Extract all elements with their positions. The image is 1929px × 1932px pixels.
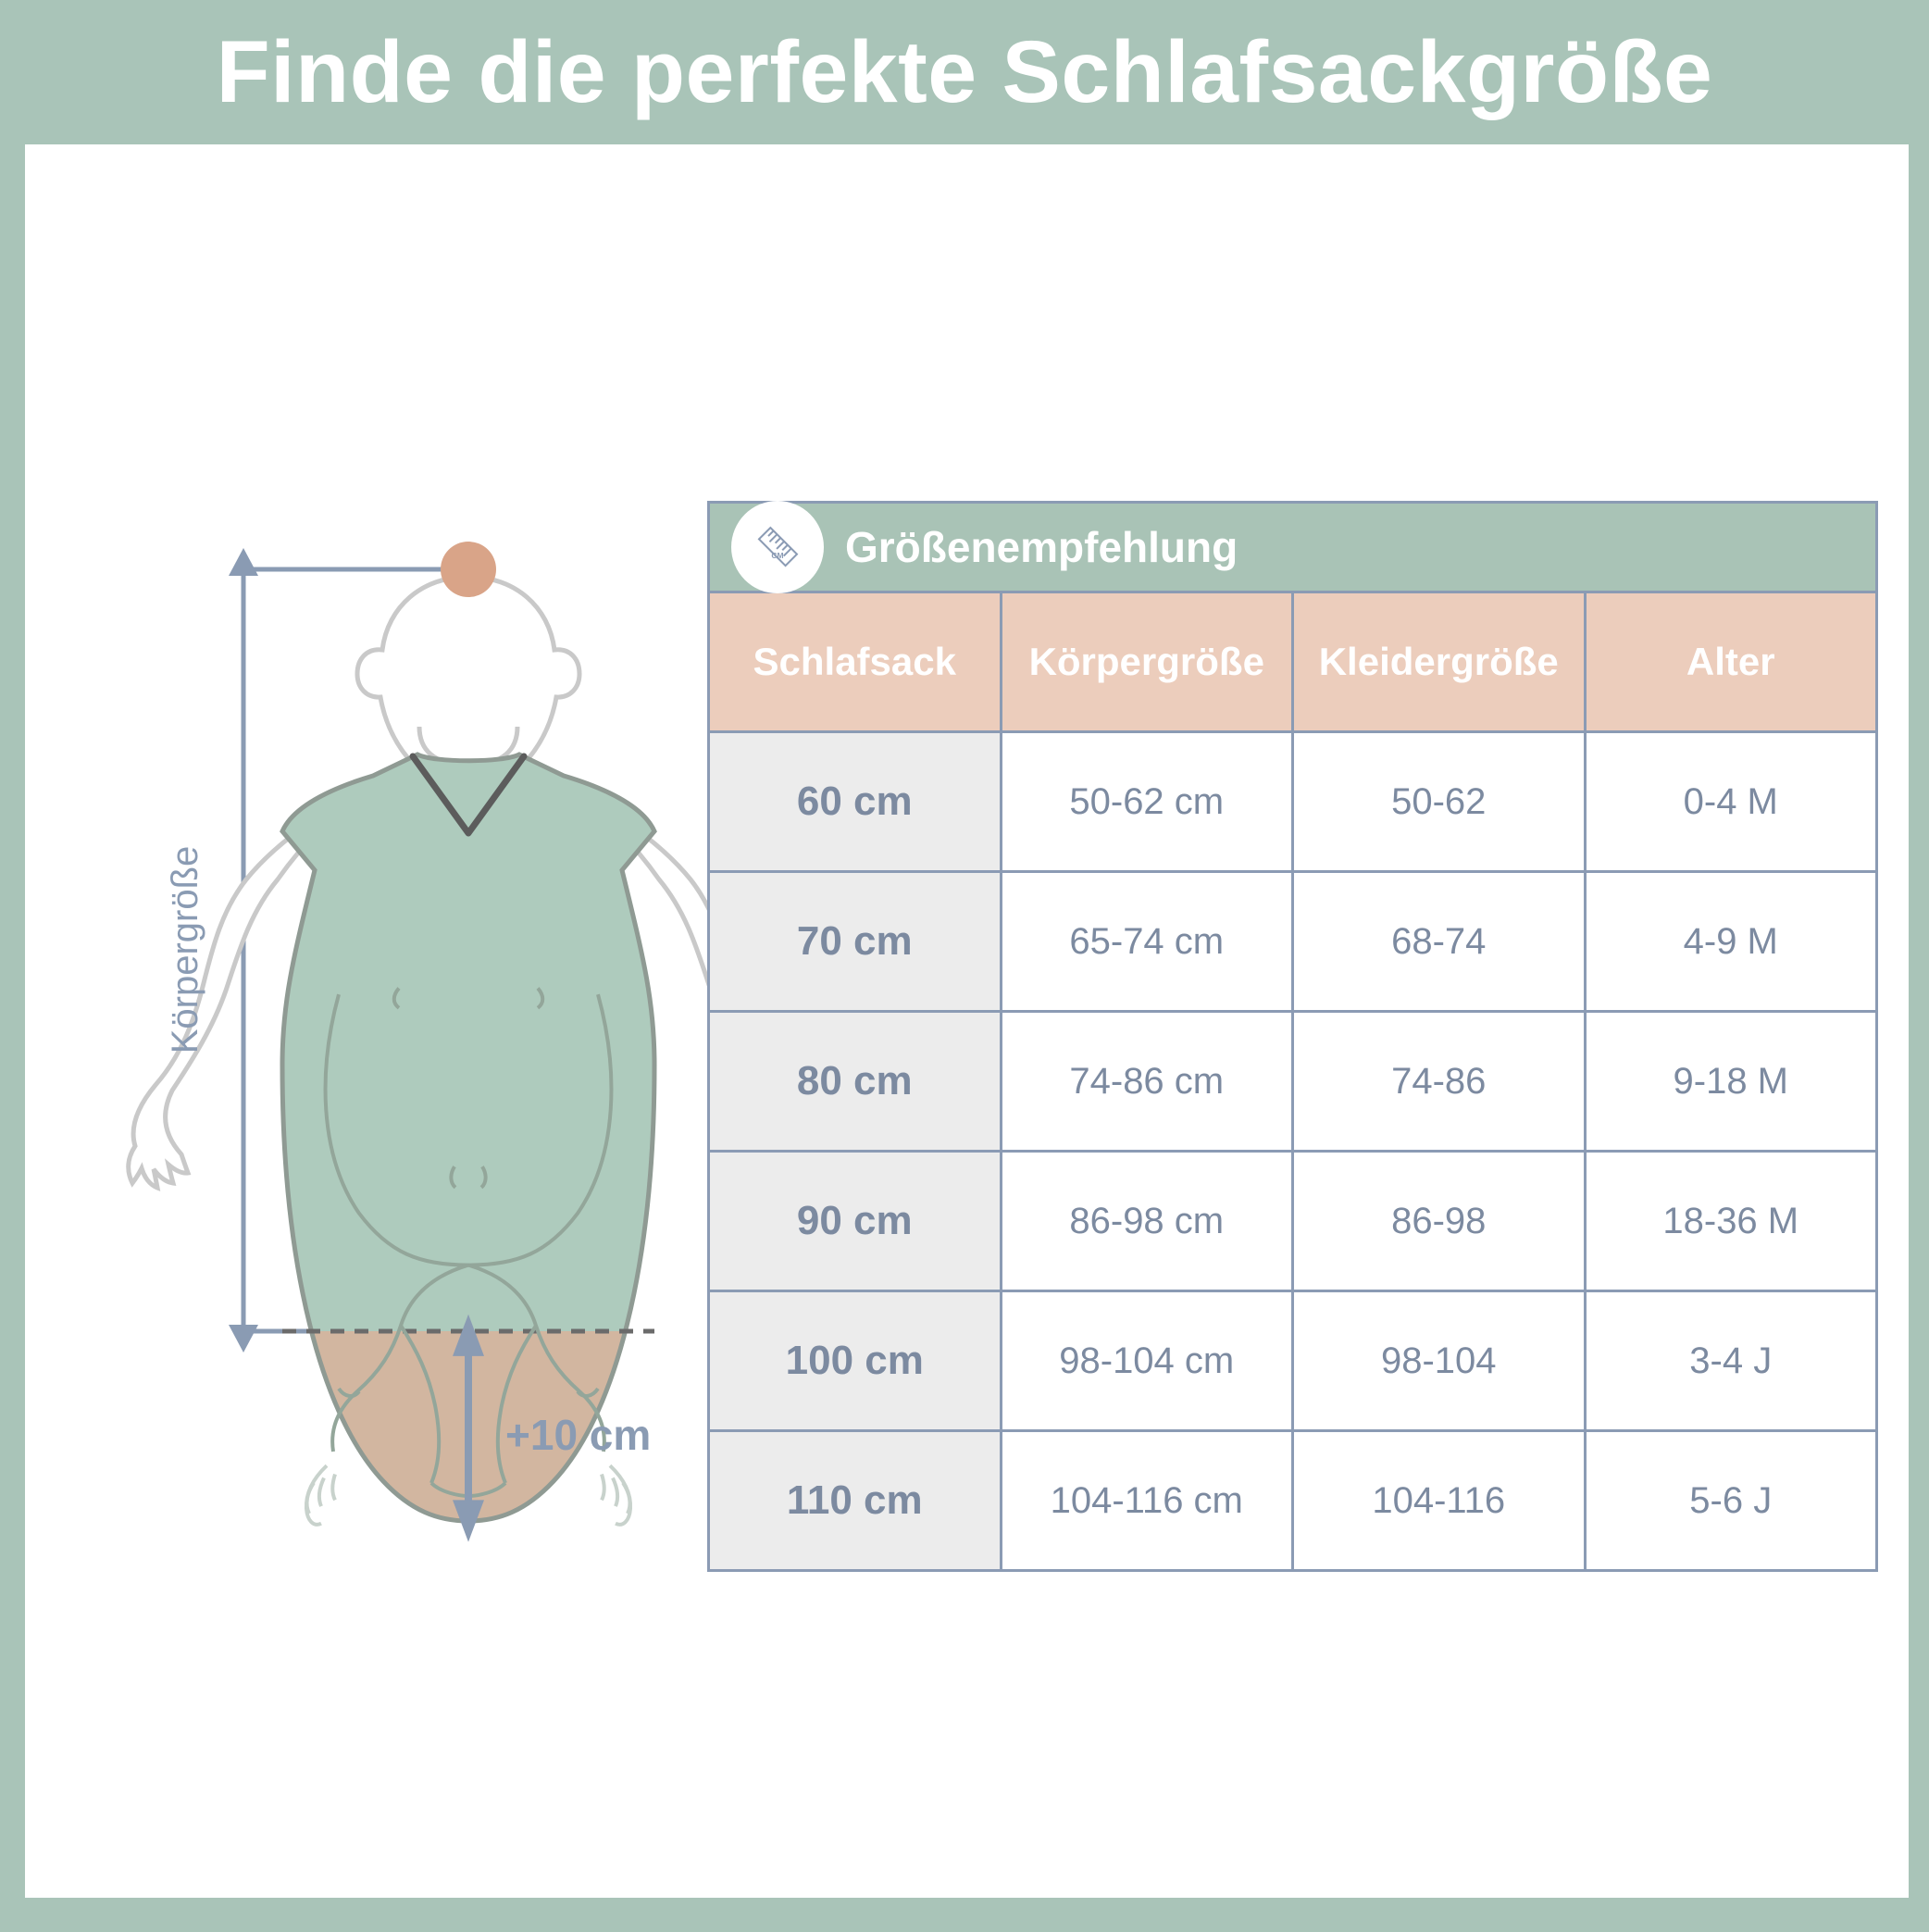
- svg-text:CM: CM: [771, 551, 783, 560]
- svg-text:Körpergröße: Körpergröße: [165, 846, 205, 1054]
- svg-text:+10 cm: +10 cm: [505, 1411, 651, 1459]
